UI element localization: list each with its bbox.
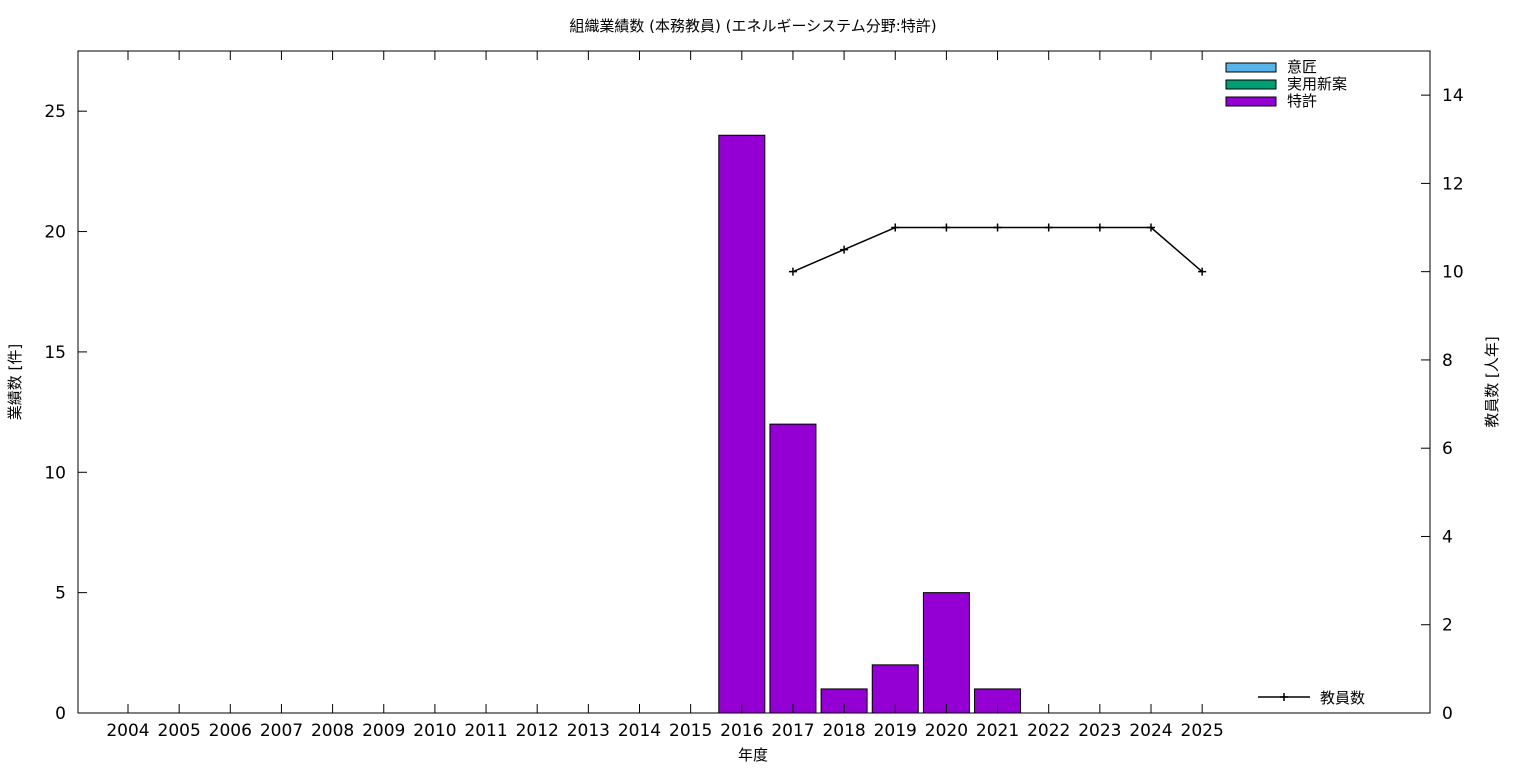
bar-2017	[769, 423, 817, 714]
line-legend-marker	[1280, 693, 1288, 701]
legend-label: 特許	[1287, 92, 1317, 110]
x-tick-label: 2009	[362, 721, 405, 741]
y-tick-label: 15	[44, 343, 66, 363]
staff-point	[993, 223, 1002, 232]
y-tick-label: 10	[44, 463, 66, 483]
staff-line-layer	[788, 223, 1207, 276]
line-legend: 教員数	[1258, 689, 1365, 707]
x-tick-label: 2016	[720, 721, 763, 741]
x-tick-label: 2024	[1129, 721, 1172, 741]
staff-point	[1095, 223, 1104, 232]
staff-point	[1198, 267, 1207, 276]
y2-tick-label: 0	[1442, 704, 1453, 724]
staff-point	[788, 267, 797, 276]
y-tick-label: 20	[44, 223, 66, 243]
x-tick-label: 2017	[771, 721, 814, 741]
staff-point	[1147, 223, 1155, 232]
plot-frame	[77, 50, 1431, 714]
legend-label: 意匠	[1287, 58, 1317, 76]
legend-swatch	[1225, 96, 1277, 107]
staff-line	[792, 226, 1203, 273]
line-legend-label: 教員数	[1320, 689, 1365, 707]
legend-label: 実用新案	[1287, 75, 1347, 93]
staff-point	[840, 245, 849, 254]
legend-swatch	[1225, 62, 1277, 73]
y2-tick-label: 2	[1442, 616, 1453, 636]
x-tick-label: 2014	[618, 721, 661, 741]
y-axis-label: 業績数 [件]	[6, 344, 24, 420]
x-axis-label: 年度	[738, 746, 768, 764]
x-tick-label: 2008	[311, 721, 354, 741]
x-tick-label: 2022	[1027, 721, 1070, 741]
staff-point	[942, 223, 951, 232]
x-tick-label: 2011	[464, 721, 507, 741]
x-tick-label: 2012	[516, 721, 559, 741]
y2-tick-label: 10	[1442, 263, 1464, 283]
x-tick-label: 2013	[567, 721, 610, 741]
y-tick-label: 5	[55, 584, 66, 604]
y2-tick-label: 6	[1442, 439, 1453, 459]
staff-point	[1044, 223, 1053, 232]
bar-2020	[922, 592, 970, 714]
y2-axis-label: 教員数 [人年]	[1483, 336, 1501, 427]
y-tick-label: 25	[44, 102, 66, 122]
chart-title: 組織業績数 (本務教員) (エネルギーシステム分野:特許)	[569, 17, 936, 35]
staff-point	[891, 223, 900, 232]
y-tick-label: 0	[55, 704, 66, 724]
legend-swatch	[1225, 79, 1277, 90]
y2-tick-label: 4	[1442, 527, 1453, 547]
x-tick-label: 2019	[874, 721, 917, 741]
x-tick-label: 2021	[976, 721, 1019, 741]
y2-tick-label: 14	[1442, 86, 1464, 106]
x-tick-label: 2004	[106, 721, 149, 741]
x-tick-label: 2015	[669, 721, 712, 741]
bars-layer	[718, 134, 1022, 714]
x-tick-label: 2020	[925, 721, 968, 741]
x-tick-label: 2007	[260, 721, 303, 741]
bar-2016	[718, 134, 766, 714]
x-tick-label: 2010	[413, 721, 456, 741]
x-tick-label: 2025	[1181, 721, 1224, 741]
x-tick-label: 2005	[158, 721, 201, 741]
y2-tick-label: 8	[1442, 351, 1453, 371]
x-tick-label: 2006	[209, 721, 252, 741]
x-tick-label: 2018	[822, 721, 865, 741]
y2-tick-label: 12	[1442, 174, 1464, 194]
x-tick-label: 2023	[1078, 721, 1121, 741]
